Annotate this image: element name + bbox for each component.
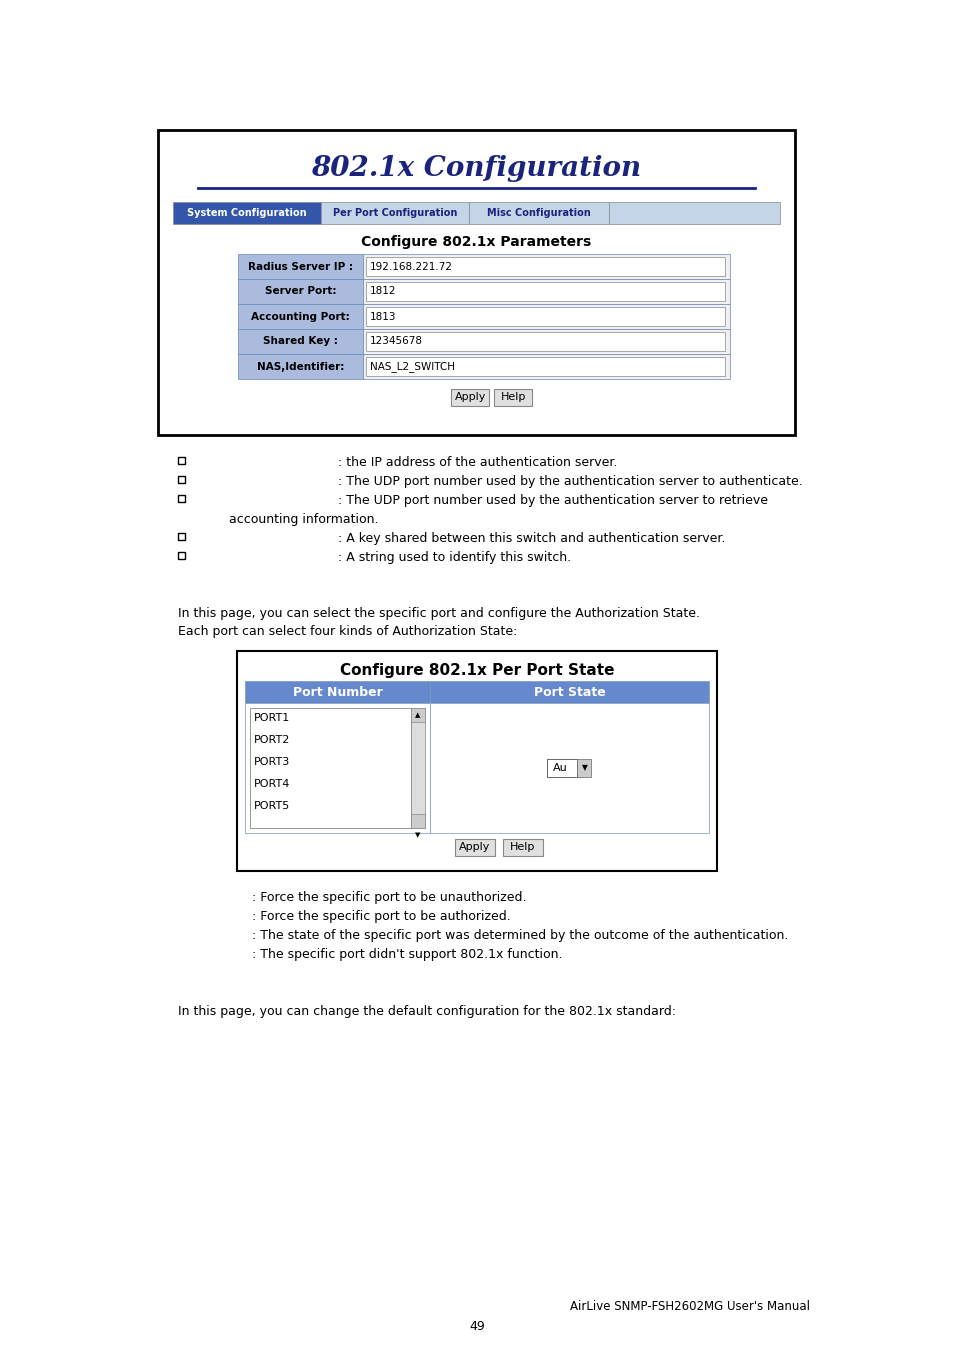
Text: 192.168.221.72: 192.168.221.72 — [370, 262, 453, 271]
Bar — [178, 458, 185, 464]
Text: Radius Server IP :: Radius Server IP : — [248, 262, 353, 271]
Text: : A key shared between this switch and authentication server.: : A key shared between this switch and a… — [337, 532, 724, 545]
Text: : the IP address of the authentication server.: : the IP address of the authentication s… — [337, 456, 617, 468]
Text: : A string used to identify this switch.: : A string used to identify this switch. — [337, 551, 571, 564]
Text: ▼: ▼ — [581, 764, 587, 772]
Text: : Force the specific port to be unauthorized.: : Force the specific port to be unauthor… — [252, 891, 526, 904]
Bar — [237, 254, 363, 279]
Text: Port Number: Port Number — [293, 686, 382, 698]
Text: PORT2: PORT2 — [253, 734, 290, 745]
Text: Port State: Port State — [533, 686, 605, 698]
Bar — [502, 838, 542, 856]
Text: PORT1: PORT1 — [253, 713, 290, 724]
Text: : The UDP port number used by the authentication server to retrieve: : The UDP port number used by the authen… — [337, 494, 767, 508]
Bar — [430, 680, 708, 703]
Text: Shared Key :: Shared Key : — [263, 336, 337, 347]
Bar — [250, 707, 411, 828]
Text: : The state of the specific port was determined by the outcome of the authentica: : The state of the specific port was det… — [252, 929, 787, 942]
Text: Help: Help — [510, 842, 536, 852]
Text: : The UDP port number used by the authentication server to authenticate.: : The UDP port number used by the authen… — [337, 475, 801, 487]
Bar — [245, 680, 430, 703]
Bar — [237, 279, 363, 304]
Text: accounting information.: accounting information. — [213, 513, 378, 526]
Bar — [469, 202, 608, 224]
Text: Accounting Port:: Accounting Port: — [251, 312, 350, 321]
Text: Configure 802.1x Parameters: Configure 802.1x Parameters — [361, 235, 591, 248]
Text: 12345678: 12345678 — [370, 336, 422, 347]
Bar — [363, 279, 729, 304]
Text: NAS_L2_SWITCH: NAS_L2_SWITCH — [370, 360, 455, 373]
Text: Help: Help — [500, 393, 526, 402]
Bar — [172, 202, 320, 224]
Bar — [366, 256, 724, 275]
Bar — [577, 759, 591, 778]
Bar — [236, 651, 717, 871]
Text: PORT5: PORT5 — [253, 801, 290, 811]
Bar — [411, 814, 424, 828]
Text: Au: Au — [552, 763, 567, 774]
Bar — [411, 707, 424, 828]
Bar — [451, 389, 489, 406]
Text: 802.1x Configuration: 802.1x Configuration — [311, 154, 640, 181]
Bar — [366, 356, 724, 377]
Bar — [178, 533, 185, 540]
Text: In this page, you can change the default configuration for the 802.1x standard:: In this page, you can change the default… — [178, 1004, 676, 1018]
Bar — [430, 703, 708, 833]
Text: 1813: 1813 — [370, 312, 396, 321]
Text: Each port can select four kinds of Authorization State:: Each port can select four kinds of Autho… — [178, 625, 517, 639]
Text: 49: 49 — [469, 1320, 484, 1332]
Text: Per Port Configuration: Per Port Configuration — [333, 208, 456, 217]
Bar — [237, 304, 363, 329]
Bar — [158, 130, 794, 435]
Bar — [178, 552, 185, 559]
Text: In this page, you can select the specific port and configure the Authorization S: In this page, you can select the specifi… — [178, 608, 700, 620]
Bar — [455, 838, 495, 856]
Bar — [237, 354, 363, 379]
Text: NAS,Identifier:: NAS,Identifier: — [256, 362, 344, 371]
Bar — [363, 254, 729, 279]
Bar — [363, 354, 729, 379]
Text: Server Port:: Server Port: — [265, 286, 335, 297]
Text: : The specific port didn't support 802.1x function.: : The specific port didn't support 802.1… — [252, 948, 562, 961]
Text: : Force the specific port to be authorized.: : Force the specific port to be authoriz… — [252, 910, 510, 923]
Bar — [366, 306, 724, 325]
Text: PORT3: PORT3 — [253, 757, 290, 767]
Bar — [363, 304, 729, 329]
Bar — [547, 759, 577, 778]
Bar — [178, 495, 185, 502]
Text: ▼: ▼ — [415, 832, 420, 838]
Bar — [411, 707, 424, 722]
Text: Apply: Apply — [455, 393, 486, 402]
Bar — [320, 202, 469, 224]
Text: PORT4: PORT4 — [253, 779, 290, 788]
Text: Misc Configuration: Misc Configuration — [487, 208, 590, 217]
Bar — [363, 329, 729, 354]
Bar — [178, 477, 185, 483]
Bar — [366, 332, 724, 351]
Text: ▲: ▲ — [415, 711, 420, 718]
Text: Configure 802.1x Per Port State: Configure 802.1x Per Port State — [339, 663, 614, 679]
Text: 1812: 1812 — [370, 286, 396, 297]
Bar — [494, 389, 532, 406]
Bar — [366, 282, 724, 301]
Text: System Configuration: System Configuration — [187, 208, 307, 217]
Text: Apply: Apply — [458, 842, 490, 852]
Text: AirLive SNMP-FSH2602MG User's Manual: AirLive SNMP-FSH2602MG User's Manual — [569, 1300, 809, 1314]
Bar — [237, 329, 363, 354]
Bar — [608, 202, 780, 224]
Bar — [245, 703, 430, 833]
